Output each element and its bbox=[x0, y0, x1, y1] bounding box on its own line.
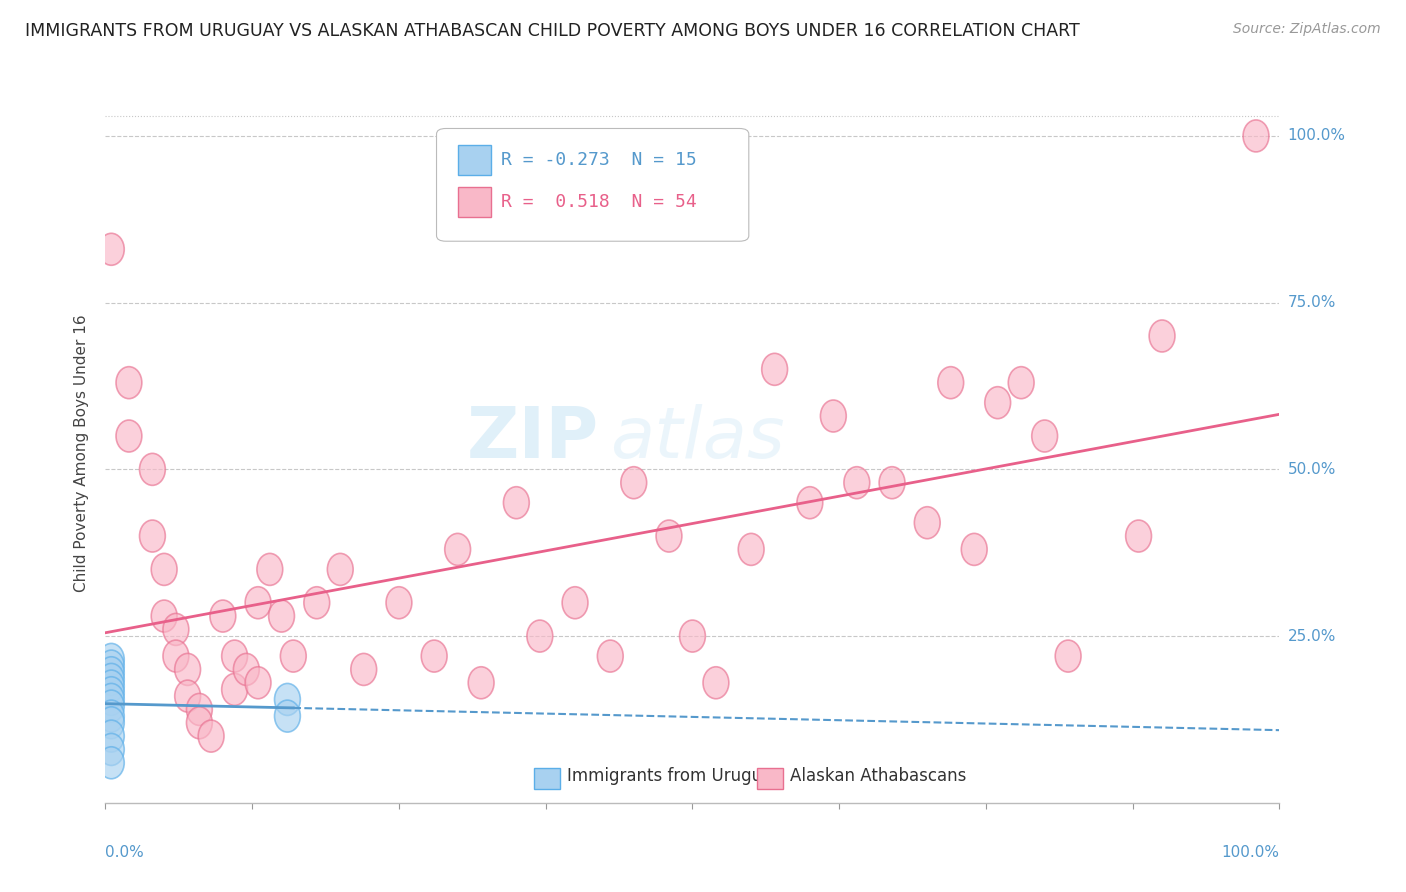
Ellipse shape bbox=[844, 467, 870, 499]
Ellipse shape bbox=[163, 640, 188, 672]
Ellipse shape bbox=[1243, 120, 1268, 152]
Ellipse shape bbox=[962, 533, 987, 566]
Ellipse shape bbox=[98, 234, 124, 265]
Ellipse shape bbox=[245, 587, 271, 619]
Ellipse shape bbox=[738, 533, 763, 566]
FancyBboxPatch shape bbox=[436, 128, 749, 241]
Text: 25.0%: 25.0% bbox=[1288, 629, 1336, 644]
Ellipse shape bbox=[98, 720, 124, 752]
Ellipse shape bbox=[98, 733, 124, 765]
Ellipse shape bbox=[174, 680, 201, 712]
Ellipse shape bbox=[352, 654, 377, 685]
Ellipse shape bbox=[98, 706, 124, 739]
Ellipse shape bbox=[468, 666, 494, 698]
FancyBboxPatch shape bbox=[458, 187, 491, 217]
Ellipse shape bbox=[98, 677, 124, 709]
Ellipse shape bbox=[938, 367, 963, 399]
Text: Immigrants from Uruguay: Immigrants from Uruguay bbox=[567, 767, 782, 785]
Text: atlas: atlas bbox=[610, 404, 785, 473]
Ellipse shape bbox=[304, 587, 329, 619]
FancyBboxPatch shape bbox=[756, 768, 783, 789]
Ellipse shape bbox=[274, 700, 301, 732]
Ellipse shape bbox=[257, 553, 283, 585]
Ellipse shape bbox=[198, 720, 224, 752]
Ellipse shape bbox=[233, 654, 259, 685]
Ellipse shape bbox=[98, 747, 124, 779]
Ellipse shape bbox=[222, 673, 247, 706]
FancyBboxPatch shape bbox=[534, 768, 560, 789]
Ellipse shape bbox=[797, 487, 823, 519]
Text: R = -0.273  N = 15: R = -0.273 N = 15 bbox=[501, 151, 697, 169]
Text: IMMIGRANTS FROM URUGUAY VS ALASKAN ATHABASCAN CHILD POVERTY AMONG BOYS UNDER 16 : IMMIGRANTS FROM URUGUAY VS ALASKAN ATHAB… bbox=[25, 22, 1080, 40]
Ellipse shape bbox=[98, 700, 124, 732]
Text: 50.0%: 50.0% bbox=[1288, 462, 1336, 477]
Ellipse shape bbox=[387, 587, 412, 619]
Ellipse shape bbox=[280, 640, 307, 672]
Ellipse shape bbox=[245, 666, 271, 698]
Ellipse shape bbox=[444, 533, 471, 566]
Ellipse shape bbox=[598, 640, 623, 672]
Ellipse shape bbox=[222, 640, 247, 672]
Ellipse shape bbox=[703, 666, 728, 698]
Ellipse shape bbox=[209, 600, 236, 632]
Ellipse shape bbox=[152, 553, 177, 585]
Ellipse shape bbox=[98, 650, 124, 682]
Ellipse shape bbox=[98, 643, 124, 675]
Ellipse shape bbox=[269, 600, 294, 632]
Ellipse shape bbox=[1126, 520, 1152, 552]
Ellipse shape bbox=[274, 683, 301, 715]
Ellipse shape bbox=[914, 507, 941, 539]
Text: Source: ZipAtlas.com: Source: ZipAtlas.com bbox=[1233, 22, 1381, 37]
Ellipse shape bbox=[139, 453, 166, 485]
Ellipse shape bbox=[139, 520, 166, 552]
Ellipse shape bbox=[679, 620, 706, 652]
Ellipse shape bbox=[187, 706, 212, 739]
Ellipse shape bbox=[657, 520, 682, 552]
Ellipse shape bbox=[117, 367, 142, 399]
Ellipse shape bbox=[762, 353, 787, 385]
Ellipse shape bbox=[98, 664, 124, 696]
Ellipse shape bbox=[527, 620, 553, 652]
Ellipse shape bbox=[621, 467, 647, 499]
Ellipse shape bbox=[1056, 640, 1081, 672]
Ellipse shape bbox=[98, 683, 124, 715]
Ellipse shape bbox=[503, 487, 529, 519]
Text: 100.0%: 100.0% bbox=[1288, 128, 1346, 144]
Ellipse shape bbox=[1032, 420, 1057, 452]
Ellipse shape bbox=[1149, 320, 1175, 352]
FancyBboxPatch shape bbox=[458, 145, 491, 175]
Ellipse shape bbox=[422, 640, 447, 672]
Ellipse shape bbox=[187, 693, 212, 725]
Ellipse shape bbox=[98, 670, 124, 702]
Ellipse shape bbox=[174, 654, 201, 685]
Text: 100.0%: 100.0% bbox=[1222, 845, 1279, 860]
Text: ZIP: ZIP bbox=[467, 404, 599, 473]
Y-axis label: Child Poverty Among Boys Under 16: Child Poverty Among Boys Under 16 bbox=[75, 314, 90, 591]
Ellipse shape bbox=[984, 386, 1011, 418]
Ellipse shape bbox=[98, 657, 124, 689]
Text: 0.0%: 0.0% bbox=[105, 845, 145, 860]
Ellipse shape bbox=[152, 600, 177, 632]
Ellipse shape bbox=[98, 690, 124, 723]
Ellipse shape bbox=[1008, 367, 1033, 399]
Ellipse shape bbox=[879, 467, 905, 499]
Text: Alaskan Athabascans: Alaskan Athabascans bbox=[790, 767, 966, 785]
Text: R =  0.518  N = 54: R = 0.518 N = 54 bbox=[501, 193, 697, 211]
Ellipse shape bbox=[821, 400, 846, 432]
Ellipse shape bbox=[117, 420, 142, 452]
Ellipse shape bbox=[328, 553, 353, 585]
Text: 75.0%: 75.0% bbox=[1288, 295, 1336, 310]
Ellipse shape bbox=[562, 587, 588, 619]
Ellipse shape bbox=[163, 614, 188, 646]
